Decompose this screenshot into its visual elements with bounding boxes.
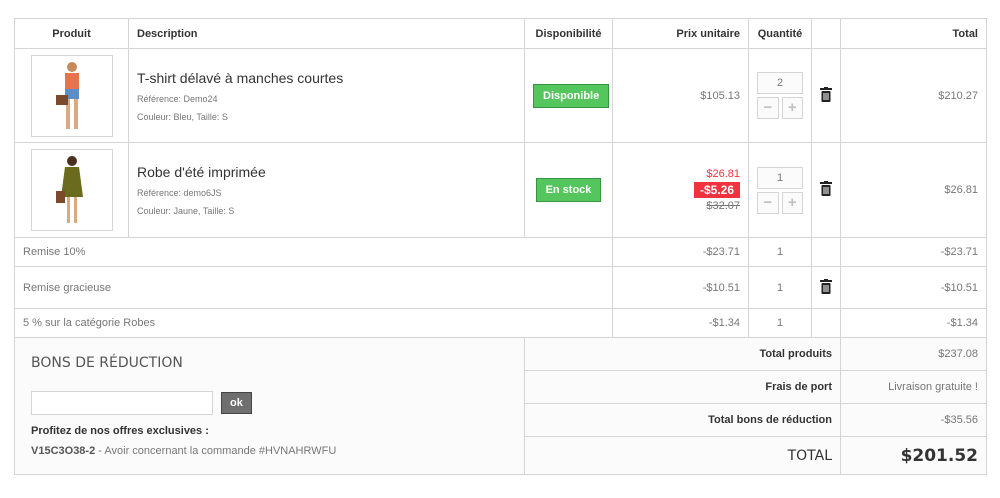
price-reduction: -$5.26 [693, 182, 740, 198]
table-row: T-shirt délavé à manches courtes Référenc… [14, 48, 987, 143]
discount-quantity: 1 [748, 237, 812, 267]
line-total: $26.81 [840, 142, 987, 238]
product-reference: Référence: Demo24 [137, 93, 218, 104]
summary-value: Livraison gratuite ! [840, 370, 987, 404]
quantity-increase-button[interactable]: + [781, 97, 803, 119]
availability-badge: En stock [535, 178, 602, 202]
offers-label: Profitez de nos offres exclusives : [31, 425, 209, 437]
header-description: Description [128, 18, 525, 49]
header-actions [811, 18, 841, 49]
discount-row: 5 % sur la catégorie Robes -$1.34 1 -$1.… [14, 308, 987, 338]
header-unit-price: Prix unitaire [612, 18, 749, 49]
voucher-ok-button[interactable]: ok [221, 392, 252, 414]
grand-total-value: $201.52 [840, 436, 987, 475]
quantity-decrease-button[interactable]: − [757, 191, 779, 214]
summary-label: Total bons de réduction [524, 403, 841, 437]
quantity-increase-button[interactable]: + [781, 191, 803, 214]
cart-table: Produit Description Disponibilité Prix u… [14, 18, 987, 475]
trash-icon[interactable] [820, 278, 832, 294]
discount-price: -$23.71 [612, 237, 749, 267]
discount-price: -$10.51 [612, 266, 749, 309]
unit-price: $26.81 [706, 168, 740, 180]
summary-label: Total produits [524, 337, 841, 371]
discount-quantity: 1 [748, 266, 812, 309]
discount-total: -$10.51 [840, 266, 987, 309]
trash-icon[interactable] [820, 86, 832, 102]
quantity-decrease-button[interactable]: − [757, 97, 779, 119]
header-availability: Disponibilité [524, 18, 613, 49]
discount-price: -$1.34 [612, 308, 749, 338]
discount-total: -$23.71 [840, 237, 987, 267]
quantity-input[interactable]: 2 [757, 72, 803, 94]
product-name[interactable]: Robe d'été imprimée [137, 164, 266, 180]
grand-total-label: TOTAL [524, 436, 841, 475]
product-attributes[interactable]: Couleur: Jaune, Taille: S [137, 206, 235, 216]
old-price: $32.07 [706, 200, 740, 212]
product-attributes[interactable]: Couleur: Bleu, Taille: S [137, 111, 228, 122]
discount-total: -$1.34 [840, 308, 987, 338]
table-row: Robe d'été imprimée Référence: demo6JS Cou… [14, 142, 987, 238]
summary-value: $237.08 [840, 337, 987, 371]
trash-icon[interactable] [820, 181, 832, 196]
unit-price: $105.13 [612, 48, 749, 143]
product-reference: Référence: demo6JS [137, 188, 222, 198]
voucher-description: - Avoir concernant la commande #HVNAHRWF… [95, 445, 337, 457]
discount-row: Remise gracieuse -$10.51 1 -$10.51 [14, 266, 987, 309]
availability-badge: Disponible [533, 83, 610, 108]
voucher-code-input[interactable] [31, 391, 213, 415]
voucher-title: BONS DE RÉDUCTION [31, 355, 183, 371]
discount-row: Remise 10% -$23.71 1 -$23.71 [14, 237, 987, 267]
discount-quantity: 1 [748, 308, 812, 338]
header-quantity: Quantité [748, 18, 812, 49]
summary-value: -$35.56 [840, 403, 987, 437]
summary-label: Frais de port [524, 370, 841, 404]
line-total: $210.27 [840, 48, 987, 143]
header-product: Produit [14, 18, 129, 49]
quantity-input[interactable]: 1 [757, 166, 803, 189]
voucher-code[interactable]: V15C3O38-2 [31, 445, 96, 457]
discount-label: Remise 10% [14, 237, 613, 267]
voucher-section: BONS DE RÉDUCTION ok Profitez de nos off… [14, 337, 525, 475]
product-name[interactable]: T-shirt délavé à manches courtes [137, 69, 344, 86]
discount-label: Remise gracieuse [14, 266, 613, 309]
discount-label: 5 % sur la catégorie Robes [14, 308, 613, 338]
header-row: Produit Description Disponibilité Prix u… [14, 18, 987, 49]
product-image[interactable] [30, 54, 113, 137]
header-total: Total [840, 18, 987, 49]
product-image[interactable] [30, 149, 113, 231]
